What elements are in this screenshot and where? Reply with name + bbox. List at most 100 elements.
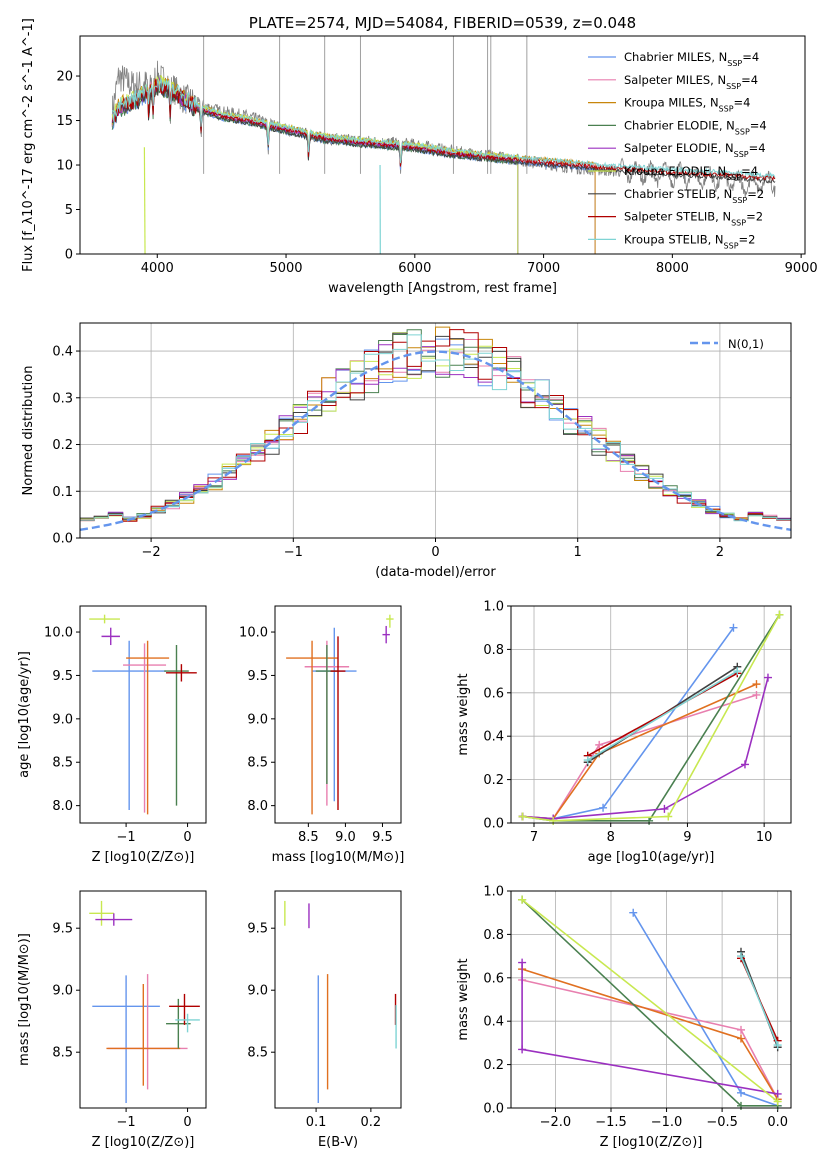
weight-line-7 <box>587 672 738 757</box>
legend-series-name: Kroupa ELODIE, N <box>624 164 726 178</box>
y-tick-label: 0.0 <box>52 532 73 547</box>
y-tick-label: 9.5 <box>247 922 268 937</box>
weight-line-3 <box>522 614 781 822</box>
data-point-0 <box>312 627 357 802</box>
y-tick-label: 9.5 <box>52 922 73 937</box>
legend-series-name: Chabrier ELODIE, N <box>624 118 735 132</box>
spectrum-xlabel: wavelength [Angstrom, rest frame] <box>328 281 557 296</box>
weight-marker <box>583 756 592 765</box>
data-point-1 <box>107 974 188 1090</box>
legend-nssp: =4 <box>750 118 767 132</box>
weight-line-4 <box>522 677 769 820</box>
x-tick-label: 8 <box>607 830 615 845</box>
legend-subscript: SSP <box>724 241 739 250</box>
legend-subscript: SSP <box>719 104 734 113</box>
weight-marker <box>773 1097 782 1106</box>
mass_vs_ebv-xlabel: E(B-V) <box>318 1135 358 1150</box>
weight_vs_age-grid <box>511 605 791 824</box>
y-tick-label: 10.0 <box>44 626 73 641</box>
x-tick-label: 1 <box>574 545 582 560</box>
x-tick-label: 9.5 <box>372 830 393 845</box>
y-tick-label: 0.3 <box>52 391 73 406</box>
mass_vs_Z-axes-frame <box>79 890 207 1109</box>
weight-line-4 <box>521 962 778 1095</box>
residuals-axes-frame <box>79 322 792 539</box>
data-point-6 <box>101 627 120 646</box>
mass_vs_ebv-axes-frame <box>274 890 402 1109</box>
weight-marker <box>518 958 527 967</box>
weight_vs_Z-xlabel: Z [log10(Z/Z⊙)] <box>600 1135 703 1150</box>
legend-nssp: =4 <box>741 73 758 87</box>
histogram-step-7 <box>80 329 791 538</box>
data-point-6 <box>382 625 390 644</box>
x-tick-label: 0.1 <box>306 1115 327 1130</box>
weight-marker <box>733 667 742 676</box>
y-tick-label: 0.0 <box>483 1102 504 1117</box>
weight-marker <box>518 812 527 821</box>
data-point-5 <box>175 1013 200 1033</box>
legend-nssp: =2 <box>746 210 763 224</box>
data-point-4 <box>166 664 197 682</box>
weight-marker <box>737 1034 745 1043</box>
weight-marker <box>629 908 638 917</box>
x-tick-label: −1 <box>284 545 303 560</box>
mass_vs_Z-xlabel: Z [log10(Z/Z⊙)] <box>92 1135 195 1150</box>
data-point-1 <box>123 643 167 813</box>
y-tick-label: 0.2 <box>52 438 73 453</box>
y-tick-label: 0.4 <box>483 730 504 745</box>
x-tick-label: 9 <box>683 830 691 845</box>
data-point-2 <box>126 640 170 815</box>
legend-label-7: Salpeter STELIB, NSSP=2 <box>624 210 763 228</box>
weight-marker <box>737 952 745 961</box>
weight-marker <box>729 623 738 632</box>
x-tick-label: −2 <box>142 545 161 560</box>
legend-subscript: SSP <box>727 59 742 68</box>
y-tick-label: 8.0 <box>247 799 268 814</box>
legend-subscript: SSP <box>726 173 741 182</box>
legend-nssp: =4 <box>742 50 759 64</box>
data-point-4 <box>330 636 346 810</box>
model-spectrum-line <box>111 83 776 184</box>
age_vs_Z-xlabel: Z [log10(Z/Z⊙)] <box>92 850 195 865</box>
x-tick-label: −1.0 <box>651 1115 683 1130</box>
legend-label-5: Kroupa ELODIE, NSSP=4 <box>624 164 758 182</box>
x-tick-label: 9.0 <box>335 830 356 845</box>
weight-line-2 <box>522 683 757 820</box>
legend-subscript: SSP <box>731 218 746 227</box>
legend-nssp: =4 <box>749 141 766 155</box>
legend-series-name: Salpeter STELIB, N <box>624 210 731 224</box>
x-tick-label: −1.5 <box>595 1115 627 1130</box>
data-point-3 <box>166 998 191 1049</box>
weight-marker <box>518 895 527 904</box>
legend-subscript: SSP <box>735 127 750 136</box>
legend-label-6: Chabrier STELIB, NSSP=2 <box>624 187 764 205</box>
residuals-ylabel: Normed distribution <box>21 366 36 496</box>
x-tick-label: 8.5 <box>298 830 319 845</box>
y-tick-label: 0.2 <box>483 773 504 788</box>
weight-line-8 <box>587 670 738 761</box>
y-tick-label: 8.0 <box>52 799 73 814</box>
spectrum-title: PLATE=2574, MJD=54084, FIBERID=0539, z=0… <box>249 14 636 32</box>
legend-label-2: Kroupa MILES, NSSP=4 <box>624 96 750 114</box>
legend-series-name: Salpeter MILES, N <box>624 73 726 87</box>
weight-marker <box>773 1089 782 1098</box>
model-dropout-line <box>143 147 146 255</box>
weight_vs_age-xlabel: age [log10(age/yr)] <box>588 850 715 865</box>
y-tick-label: 0.4 <box>483 1015 504 1030</box>
y-tick-label: 0.8 <box>483 643 504 658</box>
y-tick-label: 9.0 <box>52 984 73 999</box>
x-tick-label: −1 <box>117 1115 136 1130</box>
weight-marker <box>752 680 761 689</box>
data-point-2 <box>106 984 181 1086</box>
model-spectrum-line <box>111 84 519 254</box>
weight-marker <box>737 1088 745 1097</box>
legend-subscript: SSP <box>734 150 749 159</box>
weight-marker <box>599 803 608 812</box>
y-tick-label: 1.0 <box>483 885 504 900</box>
legend-series-name: Kroupa MILES, N <box>624 96 719 110</box>
weight-marker <box>737 1025 745 1034</box>
x-tick-label: 5000 <box>269 261 302 276</box>
y-tick-label: 10 <box>56 159 73 174</box>
weight_vs_age-axes-frame <box>510 605 792 824</box>
